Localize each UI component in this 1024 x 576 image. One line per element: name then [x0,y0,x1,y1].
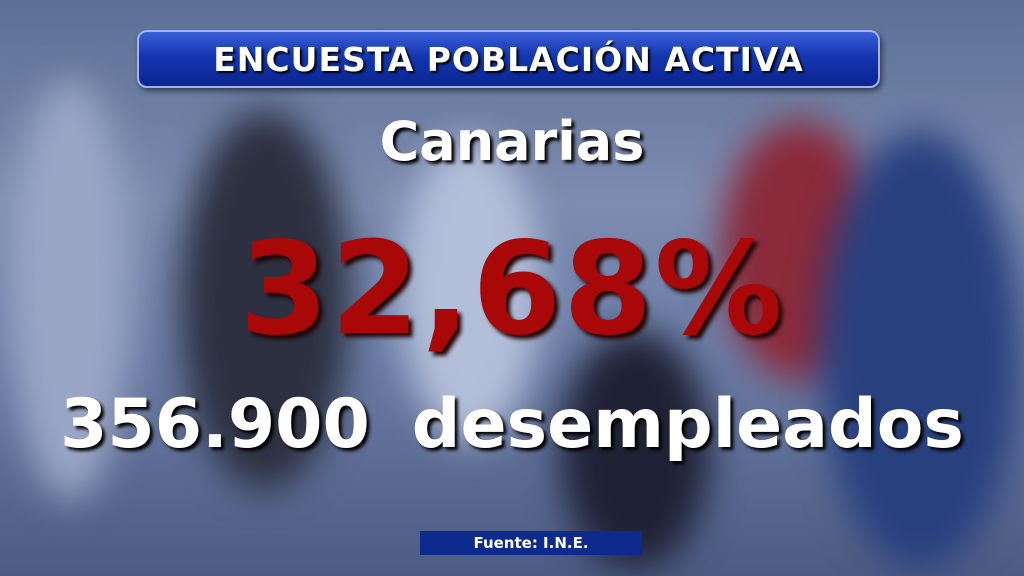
unemployed-number: 356.900 [60,385,370,464]
unemployment-rate: 32,68% [239,215,785,364]
background-figure [400,140,540,440]
background-figure [180,110,350,490]
background-figure [560,330,710,570]
source-box: Fuente: I.N.E. [420,531,642,555]
unemployed-label: desempleados [411,385,964,464]
title: ENCUESTA POBLACIÓN ACTIVA [213,39,804,79]
background-figure [10,80,130,500]
background-figure [820,130,1020,570]
unemployed-line: 356.900 desempleados [0,385,1024,464]
region: Canarias [379,110,645,173]
title-banner: ENCUESTA POBLACIÓN ACTIVA [137,30,880,88]
source: Fuente: I.N.E. [473,534,589,552]
